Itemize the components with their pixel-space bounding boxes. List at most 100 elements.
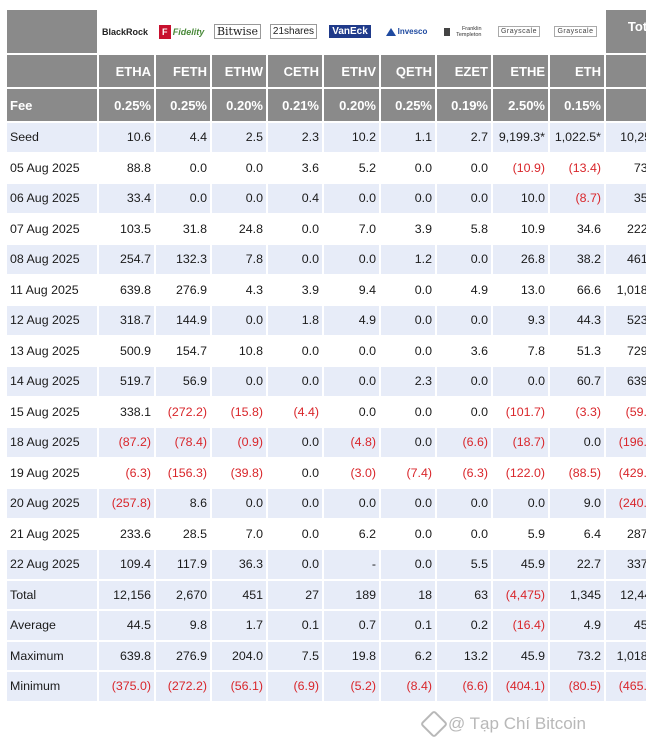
flow-cell: 9.8 bbox=[156, 611, 210, 640]
row-label: 08 Aug 2025 bbox=[7, 245, 97, 274]
logo-grayscale-eth: Grayscale bbox=[550, 10, 604, 53]
flow-cell: 0.0 bbox=[324, 245, 379, 274]
flow-cell: 9.3 bbox=[493, 306, 548, 335]
fee-total-blank bbox=[606, 89, 646, 121]
flow-cell: 31.8 bbox=[156, 214, 210, 243]
row-label: Minimum bbox=[7, 672, 97, 701]
flow-cell: 10.6 bbox=[99, 123, 154, 152]
flow-cell: 1.1 bbox=[381, 123, 435, 152]
flow-cell: 18 bbox=[381, 580, 435, 609]
row-total-cell: 461.0 bbox=[606, 245, 646, 274]
fee-label: Fee bbox=[7, 89, 97, 121]
flow-cell: (3.3) bbox=[550, 397, 604, 426]
table-row: 11 Aug 2025 639.8 276.9 4.3 3.9 9.4 0.0 4.9 13.0… bbox=[7, 275, 646, 304]
table-row: 06 Aug 2025 33.4 0.0 0.0 0.4 0.0 0.0 0.0 10.0 (8.… bbox=[7, 184, 646, 213]
ticker-header-total-blank bbox=[606, 55, 646, 87]
flow-cell: 5.9 bbox=[493, 519, 548, 548]
flow-cell: 204.0 bbox=[212, 641, 266, 670]
table-row: 19 Aug 2025 (6.3) (156.3) (39.8) 0.0 (3.0) (7.… bbox=[7, 458, 646, 487]
fee-value: 0.20% bbox=[324, 89, 379, 121]
row-label: 13 Aug 2025 bbox=[7, 336, 97, 365]
flow-cell: 0.0 bbox=[381, 489, 435, 518]
row-total-cell: 1,018.8 bbox=[606, 275, 646, 304]
logo-fidelity: F Fidelity bbox=[156, 10, 210, 53]
summary-row: Minimum (375.0) (272.2) (56.1) (6.9) (5.2) (8.… bbox=[7, 672, 646, 701]
flow-cell: 10.9 bbox=[493, 214, 548, 243]
ticker-header: CETH bbox=[268, 55, 322, 87]
flow-cell: (6.3) bbox=[99, 458, 154, 487]
flow-cell: 0.0 bbox=[550, 428, 604, 457]
logo-blackrock: BlackRock bbox=[99, 10, 154, 53]
flow-cell: (18.7) bbox=[493, 428, 548, 457]
ticker-header-row: ETHA FETH ETHW CETH ETHV QETH EZET ETHE ETH bbox=[7, 55, 646, 87]
flow-cell: (39.8) bbox=[212, 458, 266, 487]
flow-cell: 318.7 bbox=[99, 306, 154, 335]
flow-cell: 5.5 bbox=[437, 550, 491, 579]
flow-cell: 0.0 bbox=[268, 367, 322, 396]
flow-cell: 73.2 bbox=[550, 641, 604, 670]
flow-cell: 9.0 bbox=[550, 489, 604, 518]
flow-cell: (15.8) bbox=[212, 397, 266, 426]
eth-etf-flow-table: BlackRock F Fidelity Bitwise 21shares Van… bbox=[5, 8, 646, 703]
flow-cell: 0.0 bbox=[268, 550, 322, 579]
flow-cell: 38.2 bbox=[550, 245, 604, 274]
flow-cell: 1.8 bbox=[268, 306, 322, 335]
flow-cell: 45.9 bbox=[493, 641, 548, 670]
flow-cell: 19.8 bbox=[324, 641, 379, 670]
fee-value: 0.19% bbox=[437, 89, 491, 121]
flow-cell: 0.0 bbox=[437, 153, 491, 182]
flow-cell: 117.9 bbox=[156, 550, 210, 579]
flow-cell: (78.4) bbox=[156, 428, 210, 457]
flow-cell: 0.1 bbox=[268, 611, 322, 640]
flow-cell: (6.9) bbox=[268, 672, 322, 701]
flow-cell: 0.4 bbox=[268, 184, 322, 213]
row-label: 11 Aug 2025 bbox=[7, 275, 97, 304]
ticker-header: FETH bbox=[156, 55, 210, 87]
flow-cell: (272.2) bbox=[156, 672, 210, 701]
flow-cell: 0.0 bbox=[437, 245, 491, 274]
flow-cell: 33.4 bbox=[99, 184, 154, 213]
flow-cell: (375.0) bbox=[99, 672, 154, 701]
flow-cell: (4.8) bbox=[324, 428, 379, 457]
fee-value: 0.20% bbox=[212, 89, 266, 121]
flow-cell: 34.6 bbox=[550, 214, 604, 243]
fee-value: 0.21% bbox=[268, 89, 322, 121]
logo-vaneck: VanEck bbox=[324, 10, 379, 53]
flow-cell: 8.6 bbox=[156, 489, 210, 518]
summary-row: Maximum 639.8 276.9 204.0 7.5 19.8 6.2 13.2 45.9… bbox=[7, 641, 646, 670]
row-total-cell: 1,018.8 bbox=[606, 641, 646, 670]
flow-cell: 0.0 bbox=[437, 489, 491, 518]
row-total-cell: 523.9 bbox=[606, 306, 646, 335]
flow-cell: 6.4 bbox=[550, 519, 604, 548]
flow-cell: 6.2 bbox=[324, 519, 379, 548]
flow-cell: 7.0 bbox=[324, 214, 379, 243]
row-total-cell: 287.6 bbox=[606, 519, 646, 548]
ticker-header: EZET bbox=[437, 55, 491, 87]
fee-row: Fee 0.25% 0.25% 0.20% 0.21% 0.20% 0.25% 0.19% 2… bbox=[7, 89, 646, 121]
flow-cell: 0.0 bbox=[212, 184, 266, 213]
table-row: 08 Aug 2025 254.7 132.3 7.8 0.0 0.0 1.2 0.0 26.8… bbox=[7, 245, 646, 274]
flow-cell: 276.9 bbox=[156, 641, 210, 670]
table-row: 12 Aug 2025 318.7 144.9 0.0 1.8 4.9 0.0 0.0 9.3 4… bbox=[7, 306, 646, 335]
flow-cell: (4,475) bbox=[493, 580, 548, 609]
flow-cell: 0.0 bbox=[381, 519, 435, 548]
flow-cell: 6.2 bbox=[381, 641, 435, 670]
flow-cell: (3.0) bbox=[324, 458, 379, 487]
flow-cell: 0.0 bbox=[268, 214, 322, 243]
flow-cell: 22.7 bbox=[550, 550, 604, 579]
flow-cell: 0.0 bbox=[324, 489, 379, 518]
flow-cell: (16.4) bbox=[493, 611, 548, 640]
flow-cell: 0.0 bbox=[381, 397, 435, 426]
flow-cell: (272.2) bbox=[156, 397, 210, 426]
watermark-icon bbox=[419, 709, 449, 739]
table-row: 05 Aug 2025 88.8 0.0 0.0 3.6 5.2 0.0 0.0 (10.9)(… bbox=[7, 153, 646, 182]
flow-cell: 4.9 bbox=[324, 306, 379, 335]
flow-cell: 0.0 bbox=[324, 184, 379, 213]
flow-cell: 7.8 bbox=[493, 336, 548, 365]
flow-cell: 56.9 bbox=[156, 367, 210, 396]
flow-cell: 451 bbox=[212, 580, 266, 609]
flow-cell: 0.0 bbox=[381, 153, 435, 182]
fidelity-logo: F Fidelity bbox=[158, 24, 204, 39]
flow-cell: (80.5) bbox=[550, 672, 604, 701]
flow-cell: 2,670 bbox=[156, 580, 210, 609]
